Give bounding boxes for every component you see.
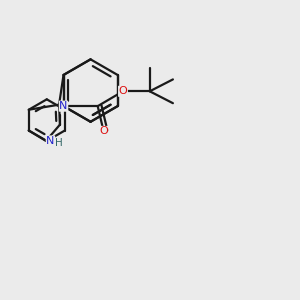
Text: N: N (59, 101, 68, 111)
Text: H: H (56, 138, 63, 148)
Text: O: O (99, 126, 108, 136)
Text: O: O (118, 86, 127, 96)
Text: N: N (46, 136, 55, 146)
